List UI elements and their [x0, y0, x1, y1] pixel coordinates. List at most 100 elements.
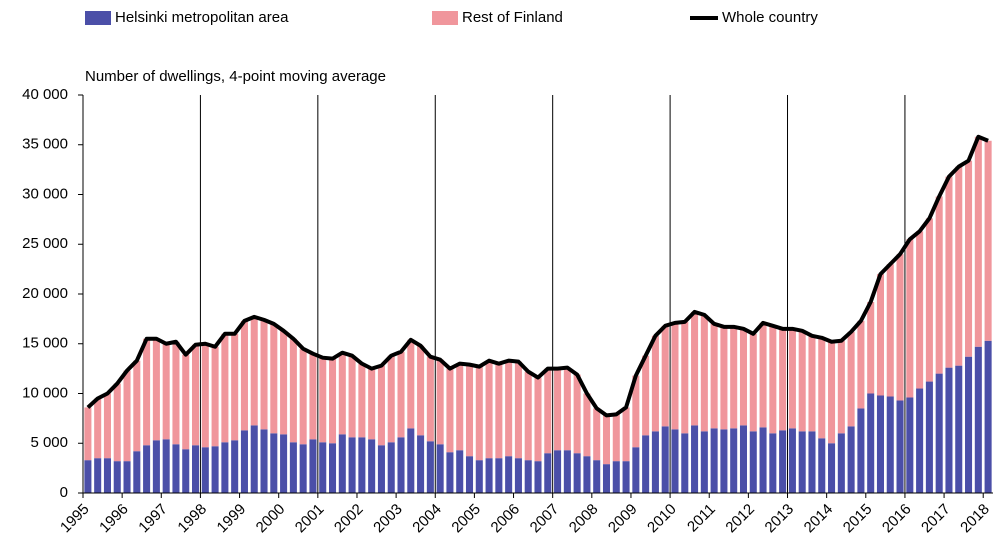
bar [407, 428, 415, 493]
bar [563, 367, 571, 451]
bar [319, 357, 327, 443]
bar [828, 443, 836, 493]
bar [671, 322, 679, 430]
legend-label: Whole country [722, 9, 818, 26]
bar [309, 353, 317, 440]
x-tick-label: 2016 [879, 501, 915, 537]
bar [113, 461, 121, 493]
bar [661, 426, 669, 493]
bar [446, 452, 454, 493]
bar [211, 446, 219, 493]
bar [103, 393, 111, 459]
line [86, 134, 989, 418]
legend-label: Helsinki metropolitan area [115, 9, 289, 26]
bar [808, 431, 816, 493]
bar [495, 458, 503, 493]
bar [622, 461, 630, 493]
bar [788, 428, 796, 493]
bar [397, 351, 405, 438]
bar [495, 363, 503, 459]
bar [338, 352, 346, 435]
bar [475, 460, 483, 493]
x-tick-label: 2009 [605, 501, 641, 537]
y-tick-label: 5 000 [30, 434, 68, 451]
bar [446, 368, 454, 453]
bar [974, 136, 982, 347]
bar [260, 319, 268, 430]
x-tick-label: 2007 [527, 501, 563, 537]
bar [221, 442, 229, 493]
bar [201, 343, 209, 448]
bar [769, 433, 777, 493]
bar [935, 196, 943, 374]
bar [906, 239, 914, 398]
bar [348, 355, 356, 438]
y-tick-label: 15 000 [22, 335, 68, 352]
bar [671, 429, 679, 493]
bar [270, 323, 278, 434]
bar [534, 461, 542, 493]
bar [798, 431, 806, 493]
bar [172, 341, 180, 445]
bar [554, 368, 562, 451]
x-tick-label: 1999 [214, 501, 250, 537]
bar [289, 442, 297, 493]
bar [250, 316, 258, 426]
bar [162, 439, 170, 493]
bar [632, 375, 640, 448]
bar [935, 373, 943, 493]
bar [505, 360, 513, 457]
bar [759, 322, 767, 428]
bar [886, 264, 894, 397]
legend-label: Rest of Finland [462, 9, 563, 26]
bar [583, 393, 591, 457]
bar [465, 364, 474, 457]
bar [123, 461, 131, 493]
y-tick-label: 0 [60, 484, 68, 501]
bar [485, 458, 493, 493]
bar [328, 443, 337, 493]
bar [945, 176, 953, 368]
bar [867, 393, 875, 493]
bar [593, 460, 601, 493]
x-tick-label: 2010 [644, 501, 680, 537]
legend-swatch [432, 11, 458, 25]
bar [240, 320, 248, 431]
bar [152, 440, 160, 493]
bar [309, 439, 317, 493]
bar [730, 326, 738, 429]
bar [368, 439, 376, 493]
bar [622, 407, 630, 462]
bar [759, 427, 767, 493]
x-tick-label: 2004 [409, 501, 445, 537]
bar [739, 328, 748, 426]
bar [299, 444, 307, 493]
bar [965, 160, 973, 357]
bar [730, 428, 738, 493]
x-tick-label: 2000 [253, 501, 289, 537]
bar [426, 356, 434, 442]
x-tick-label: 2018 [957, 501, 993, 537]
bar [270, 433, 278, 493]
bar [211, 346, 219, 447]
bar [94, 398, 102, 459]
y-tick-label: 10 000 [22, 384, 68, 401]
bar [906, 397, 914, 493]
bar [984, 340, 992, 493]
bar [514, 361, 522, 459]
bar [642, 355, 650, 436]
bar [84, 407, 92, 461]
bar [475, 366, 483, 461]
bar [544, 453, 552, 493]
bar [837, 340, 845, 434]
bar [387, 355, 395, 443]
bar [280, 434, 288, 493]
bar [133, 360, 141, 452]
bar [103, 458, 111, 493]
bar [328, 358, 337, 444]
bar [192, 445, 200, 493]
bar [984, 140, 992, 341]
bar [749, 333, 757, 432]
bar [965, 356, 973, 493]
